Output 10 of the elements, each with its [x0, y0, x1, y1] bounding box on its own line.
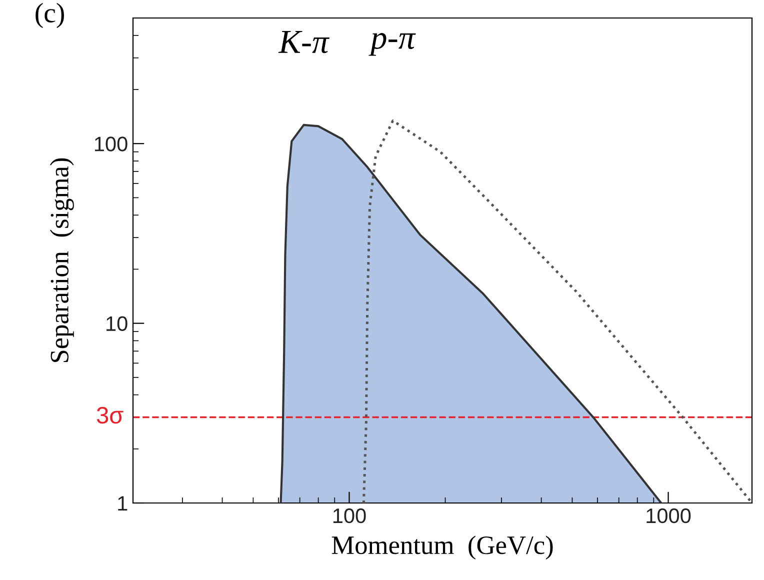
y-tick-label: 10: [106, 316, 128, 332]
x-tick-label: 1000: [646, 508, 691, 524]
text: (c): [36, 2, 64, 28]
text: K-π: [278, 31, 330, 54]
ref-line-label: 3σ: [96, 406, 124, 424]
x-axis-title: Momentum (GeV/c): [332, 536, 553, 560]
text: p-π: [368, 32, 416, 56]
y-tick-label: 100: [94, 136, 128, 152]
y-tick-label: 1: [118, 496, 128, 511]
y-axis-title: Separation (sigma): [50, 158, 74, 362]
